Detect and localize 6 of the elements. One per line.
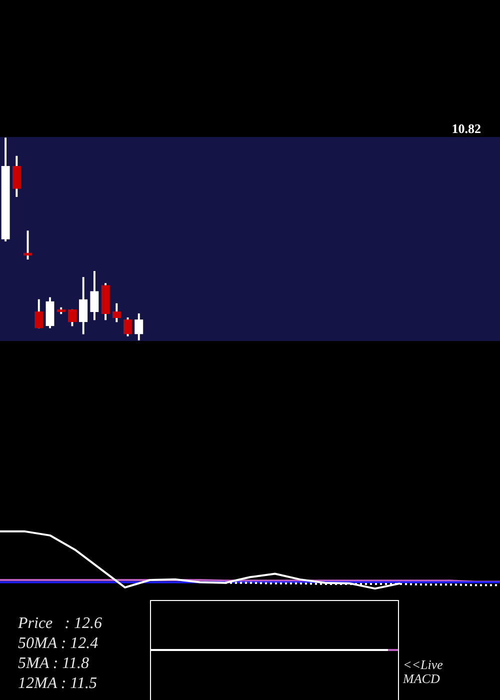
text: Price : 12.6 <box>18 614 103 634</box>
text: 50MA : 12.4 <box>18 634 100 654</box>
text: 5MA : 11.8 <box>18 654 90 674</box>
text: 10.82 <box>452 121 481 136</box>
text: <<Live MACD <box>403 657 444 686</box>
text: 12MA : 11.5 <box>18 674 98 694</box>
